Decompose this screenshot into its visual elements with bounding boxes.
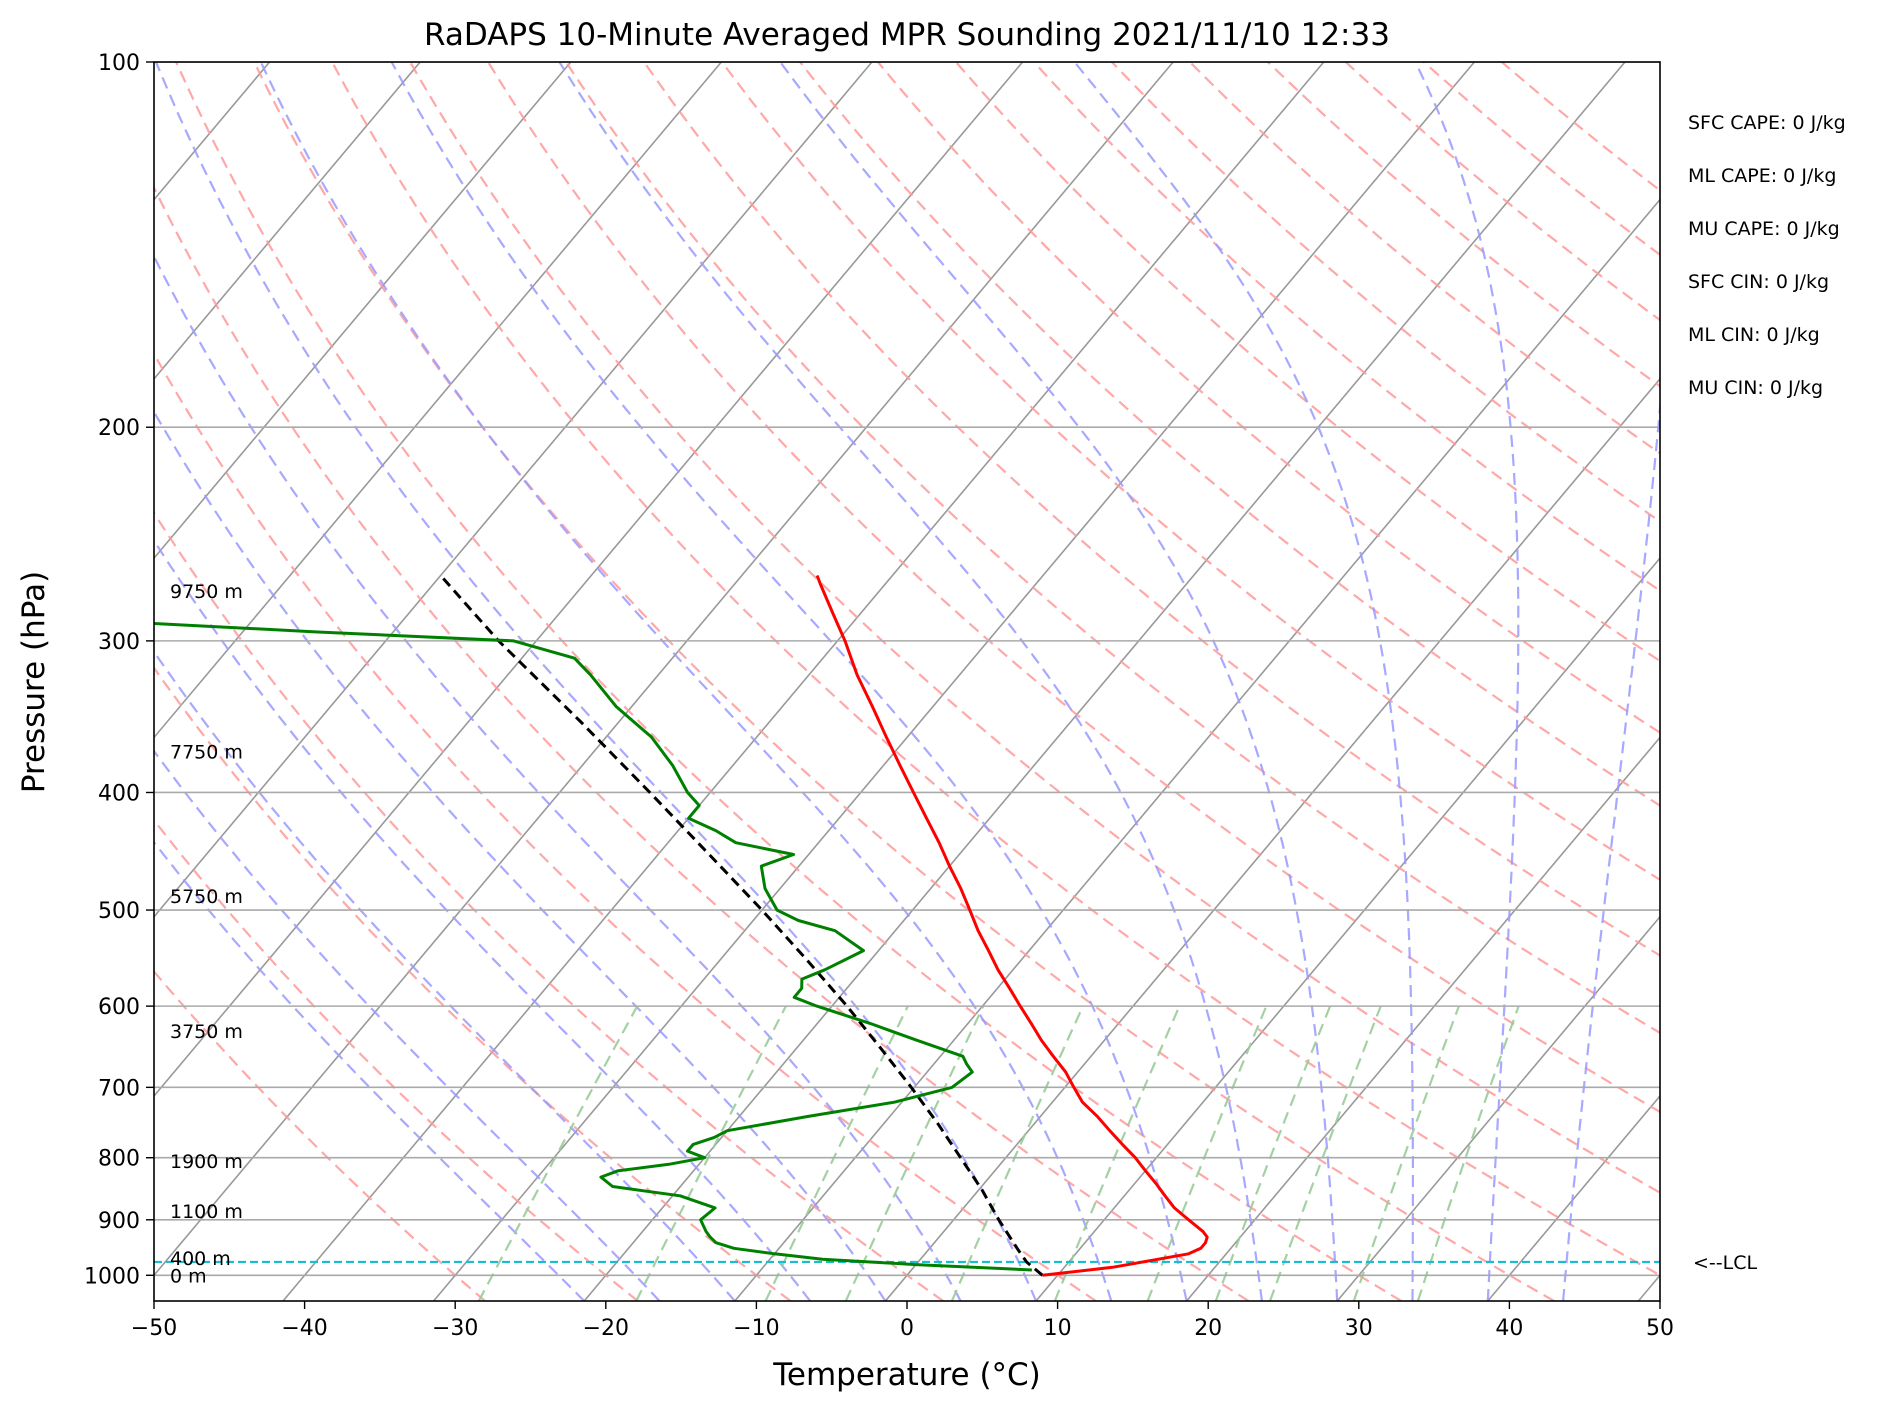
- dry-adiabat: [643, 62, 1660, 957]
- y-tick-label: 1000: [84, 1264, 140, 1289]
- x-axis-label: Temperature (°C): [772, 1357, 1041, 1393]
- isotherm: [432, 62, 1475, 1301]
- isotherm: [154, 62, 1174, 1277]
- moist-adiabat: [1073, 62, 1414, 1301]
- mixing-ratio-line: [764, 1005, 909, 1301]
- dry-adiabat: [1189, 62, 1660, 455]
- height-label: 9750 m: [170, 581, 243, 603]
- moist-adiabat: [154, 62, 1038, 1301]
- moist-adiabat: [154, 649, 736, 1301]
- isotherm: [1185, 736, 1660, 1301]
- moist-adiabat: [779, 62, 1339, 1301]
- mixing-ratio-line: [1268, 1005, 1382, 1301]
- height-label: 5750 m: [170, 886, 243, 908]
- dry-adiabat: [955, 62, 1660, 663]
- mixing-ratio-line: [950, 1005, 1085, 1301]
- moist-adiabat: [154, 254, 962, 1301]
- isotherm: [154, 62, 1024, 1098]
- height-label: 1900 m: [170, 1151, 243, 1173]
- moist-adiabat: [154, 749, 661, 1301]
- x-tick-label: 0: [900, 1316, 914, 1341]
- moist-adiabat: [259, 62, 1113, 1301]
- moist-adiabat: [1414, 62, 1520, 1301]
- x-tick-label: −30: [432, 1316, 478, 1341]
- y-tick-label: 200: [98, 416, 140, 441]
- dry-adiabat: [409, 62, 1660, 1194]
- moist-adiabat: [154, 409, 887, 1301]
- y-tick-label: 800: [98, 1147, 140, 1172]
- dry-adiabat: [1033, 62, 1660, 592]
- index-label: MU CAPE: 0 J/kg: [1688, 218, 1840, 240]
- isotherm: [154, 62, 421, 381]
- index-label: ML CIN: 0 J/kg: [1688, 324, 1820, 346]
- moist-adiabat: [154, 840, 585, 1301]
- y-tick-label: 400: [98, 781, 140, 806]
- dry-adiabat: [1111, 62, 1660, 523]
- dry-adiabat: [154, 351, 1097, 1301]
- moist-adiabat: [558, 62, 1263, 1301]
- mixing-ratio-line: [1352, 1005, 1460, 1301]
- x-tick-label: −50: [131, 1316, 177, 1341]
- y-axis-label: Pressure (hPa): [16, 571, 52, 793]
- height-label: 1100 m: [170, 1201, 243, 1223]
- y-tick-label: 300: [98, 630, 140, 655]
- dry-adiabat: [175, 62, 1402, 1301]
- x-tick-label: 30: [1345, 1316, 1373, 1341]
- dry-adiabat: [487, 62, 1660, 1114]
- isotherm: [154, 62, 722, 739]
- isotherm: [154, 62, 873, 918]
- isotherm: [1035, 556, 1660, 1301]
- x-tick-label: −40: [281, 1316, 327, 1341]
- temperature-profile-line: [815, 574, 1209, 1277]
- parcel-profile-line: [439, 574, 1044, 1277]
- x-tick-label: 20: [1194, 1316, 1222, 1341]
- mixing-ratio-line: [1146, 1005, 1268, 1301]
- y-tick-label: 600: [98, 995, 140, 1020]
- isotherm: [734, 198, 1660, 1301]
- dry-adiabat: [253, 62, 1555, 1301]
- height-label: 3750 m: [170, 1021, 243, 1043]
- chart-title: RaDAPS 10-Minute Averaged MPR Sounding 2…: [424, 17, 1390, 53]
- mixing-ratio-line: [1053, 1005, 1181, 1301]
- isotherm: [884, 377, 1660, 1301]
- isotherm: [583, 62, 1626, 1301]
- y-tick-label: 100: [98, 51, 140, 76]
- index-label: MU CIN: 0 J/kg: [1688, 377, 1823, 399]
- mixing-ratio-line: [1416, 1005, 1520, 1301]
- dry-adiabat: [154, 511, 944, 1301]
- x-tick-label: −20: [583, 1316, 629, 1341]
- dry-adiabat: [154, 818, 639, 1301]
- dry-adiabat: [154, 185, 1250, 1301]
- mixing-ratio-line: [1214, 1005, 1332, 1301]
- dewpoint-profile-line: [154, 621, 1032, 1272]
- x-tick-label: −10: [733, 1316, 779, 1341]
- dry-adiabat: [331, 62, 1660, 1277]
- moist-adiabat: [154, 538, 811, 1301]
- index-label: ML CAPE: 0 J/kg: [1688, 165, 1836, 187]
- y-tick-label: 700: [98, 1076, 140, 1101]
- index-label: SFC CAPE: 0 J/kg: [1688, 112, 1846, 134]
- moist-adiabat: [1562, 396, 1660, 1301]
- y-tick-label: 900: [98, 1209, 140, 1234]
- height-label: 400 m: [170, 1248, 231, 1270]
- dry-adiabat: [565, 62, 1660, 1035]
- x-tick-label: 50: [1646, 1316, 1674, 1341]
- y-tick-label: 500: [98, 899, 140, 924]
- x-tick-label: 40: [1495, 1316, 1523, 1341]
- height-label: 7750 m: [170, 741, 243, 763]
- lcl-label: <--LCL: [1693, 1252, 1757, 1274]
- index-label: SFC CIN: 0 J/kg: [1688, 271, 1829, 293]
- mixing-ratio-line: [635, 1005, 787, 1301]
- isotherm: [154, 62, 572, 560]
- height-label: 0 m: [170, 1265, 207, 1287]
- x-tick-label: 10: [1044, 1316, 1072, 1341]
- isotherm: [1336, 915, 1660, 1301]
